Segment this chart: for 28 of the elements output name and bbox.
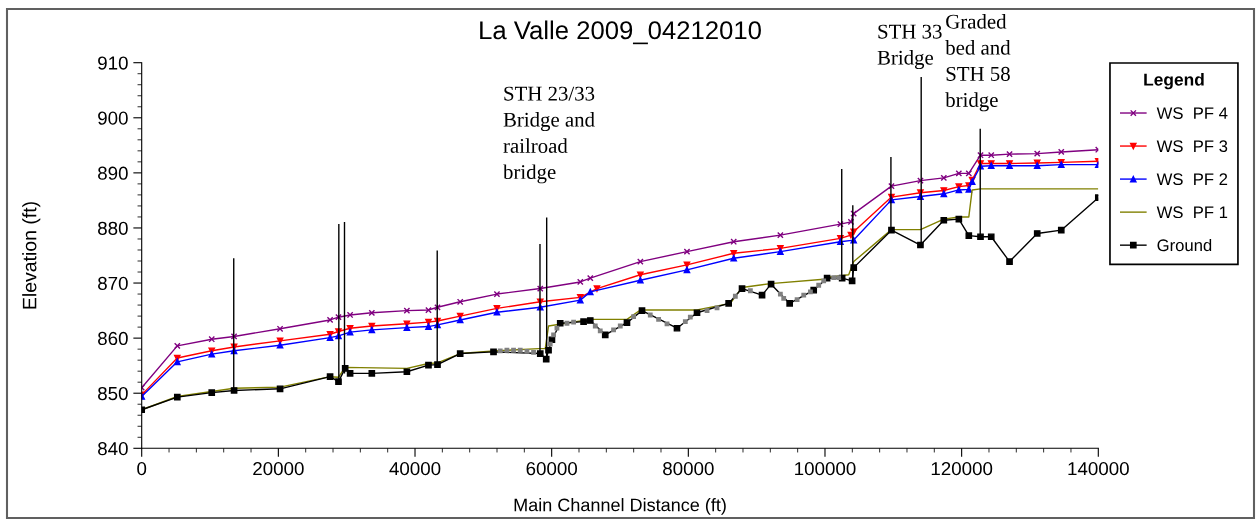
annotation: STH 23/33 Bridge and railroad bridge [503,86,595,184]
annotation: STH 33 Bridge [877,24,942,70]
y-tick-label: 880 [98,221,128,235]
legend-title: Legend [1144,73,1204,90]
x-axis-title: Main Channel Distance (ft) [514,498,726,515]
y-tick-label: 900 [98,111,128,125]
y-tick-label: 870 [98,276,128,291]
legend-label: WS PF 2 [1156,173,1228,186]
y-axis-title: Elevation (ft) [22,202,41,309]
x-tick-label: 20000 [253,461,304,476]
legend-label: WS PF 3 [1156,140,1228,153]
x-tick-label: 80000 [663,461,714,476]
x-tick-label: 140000 [1068,461,1129,476]
x-tick-label: 100000 [795,461,856,476]
y-tick-label: 840 [98,442,128,456]
x-tick-label: 0 [137,461,147,476]
x-tick-label: 60000 [526,461,578,476]
y-tick-label: 890 [98,166,128,180]
x-tick-label: 40000 [389,461,441,476]
y-tick-label: 860 [98,331,128,346]
legend-label: WS PF 1 [1156,206,1228,219]
legend-label: WS PF 4 [1156,107,1228,120]
x-tick-label: 120000 [931,461,993,476]
legend-label: Ground [1157,238,1212,252]
y-tick-label: 910 [98,56,128,70]
y-tick-label: 850 [98,386,128,401]
annotation: Graded bed and STH 58 bridge [945,14,1011,112]
chart-title: La Valle 2009_04212010 [480,20,761,45]
